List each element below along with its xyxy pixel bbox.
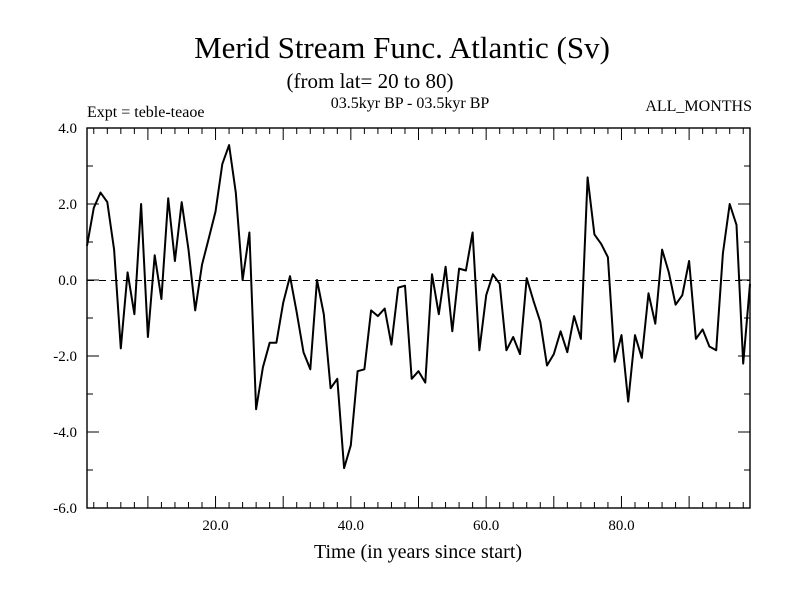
months-label: ALL_MONTHS	[645, 98, 752, 115]
experiment-label: Expt = teble-teaoe	[87, 104, 204, 121]
x-tick-label: 80.0	[608, 518, 634, 534]
x-axis-ticks	[93, 128, 744, 508]
y-tick-label: 2.0	[58, 197, 77, 213]
y-axis-tick-labels: 4.0 2.0 0.0 -2.0 -4.0 -6.0	[53, 121, 77, 517]
data-line-series	[86, 144, 751, 470]
x-axis-tick-labels: 20.0 40.0 60.0 80.0	[202, 518, 634, 534]
chart-subtitle: (from lat= 20 to 80)	[287, 69, 454, 93]
plot-frame	[86, 127, 751, 509]
y-tick-label: 4.0	[58, 121, 77, 137]
x-tick-label: 40.0	[338, 518, 364, 534]
period-label: 03.5kyr BP - 03.5kyr BP	[331, 95, 490, 112]
x-tick-label: 60.0	[473, 518, 499, 534]
y-tick-label: 0.0	[58, 273, 77, 289]
x-axis-title: Time (in years since start)	[314, 541, 522, 563]
chart-title: Merid Stream Func. Atlantic (Sv)	[194, 30, 610, 65]
y-axis-ticks	[87, 127, 750, 509]
x-tick-label: 20.0	[202, 518, 228, 534]
y-tick-label: -6.0	[53, 501, 77, 517]
y-tick-label: -4.0	[53, 425, 77, 441]
y-tick-label: -2.0	[53, 349, 77, 365]
